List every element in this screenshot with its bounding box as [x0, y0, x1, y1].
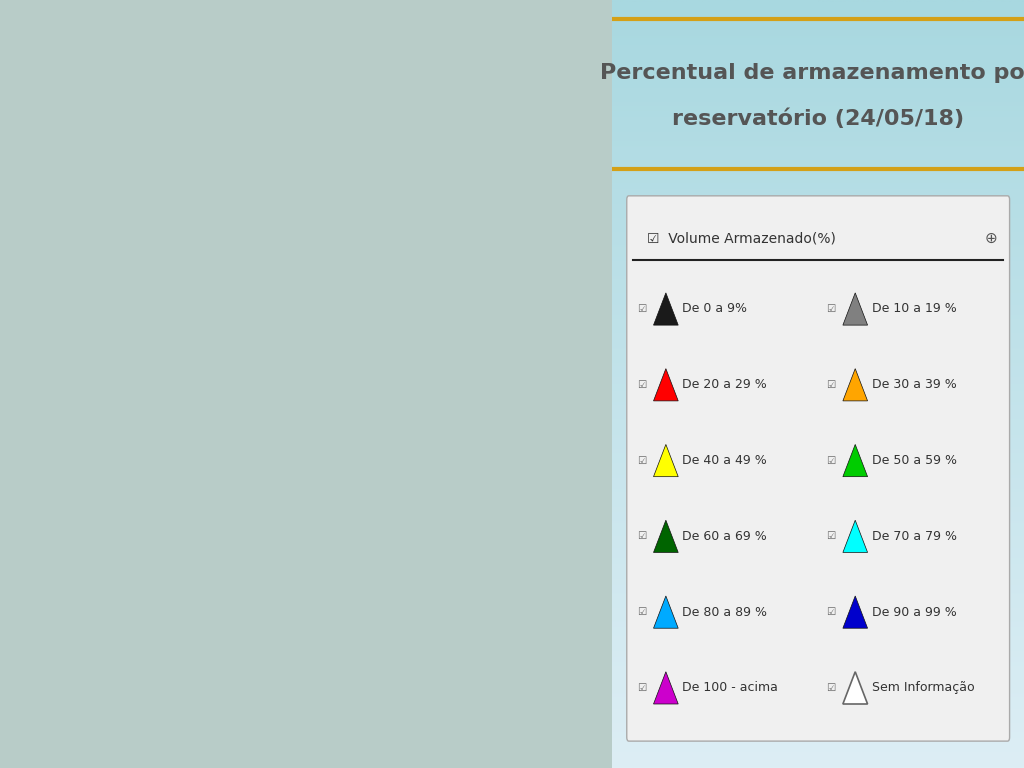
Text: Sem Informação: Sem Informação: [871, 681, 974, 694]
Polygon shape: [843, 520, 867, 552]
Text: ☑: ☑: [826, 683, 836, 693]
Polygon shape: [843, 672, 867, 704]
Text: ☑: ☑: [637, 683, 646, 693]
Polygon shape: [843, 369, 867, 401]
Text: ☑: ☑: [637, 304, 646, 314]
Text: ☑: ☑: [826, 379, 836, 390]
Polygon shape: [653, 596, 678, 628]
Text: ☑: ☑: [637, 379, 646, 390]
Polygon shape: [653, 369, 678, 401]
Text: De 30 a 39 %: De 30 a 39 %: [871, 379, 956, 391]
Text: ☑: ☑: [826, 607, 836, 617]
Polygon shape: [843, 293, 867, 325]
Text: Percentual de armazenamento por: Percentual de armazenamento por: [600, 63, 1024, 83]
Text: De 100 - acima: De 100 - acima: [682, 681, 778, 694]
Polygon shape: [653, 293, 678, 325]
Polygon shape: [843, 596, 867, 628]
Text: ☑: ☑: [637, 607, 646, 617]
Text: De 80 a 89 %: De 80 a 89 %: [682, 606, 767, 618]
Polygon shape: [653, 672, 678, 704]
Text: ⊕: ⊕: [985, 230, 997, 246]
Polygon shape: [653, 520, 678, 552]
Text: reservatório (24/05/18): reservatório (24/05/18): [672, 109, 965, 129]
Text: De 20 a 29 %: De 20 a 29 %: [682, 379, 767, 391]
FancyBboxPatch shape: [627, 196, 1010, 741]
Polygon shape: [843, 445, 867, 477]
Text: ☑  Volume Armazenado(%): ☑ Volume Armazenado(%): [647, 231, 837, 245]
Text: De 70 a 79 %: De 70 a 79 %: [871, 530, 956, 543]
Text: De 50 a 59 %: De 50 a 59 %: [871, 454, 956, 467]
Text: De 60 a 69 %: De 60 a 69 %: [682, 530, 767, 543]
Polygon shape: [653, 445, 678, 477]
Text: De 90 a 99 %: De 90 a 99 %: [871, 606, 956, 618]
Text: ☑: ☑: [637, 531, 646, 541]
Text: De 40 a 49 %: De 40 a 49 %: [682, 454, 767, 467]
Text: ☑: ☑: [826, 455, 836, 465]
Text: ☑: ☑: [637, 455, 646, 465]
Text: ☑: ☑: [826, 531, 836, 541]
Text: ☑: ☑: [826, 304, 836, 314]
Text: De 10 a 19 %: De 10 a 19 %: [871, 303, 956, 316]
Text: De 0 a 9%: De 0 a 9%: [682, 303, 748, 316]
